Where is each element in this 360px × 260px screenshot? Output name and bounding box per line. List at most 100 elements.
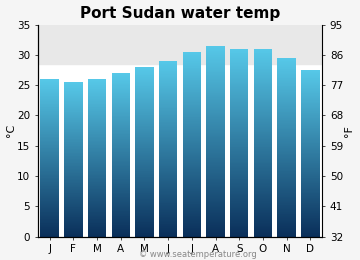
Bar (206, 208, 225, 209)
Bar (112, 211, 130, 212)
Bar (159, 231, 177, 232)
Bar (40, 155, 59, 156)
Bar (206, 88, 225, 89)
Bar (64, 134, 82, 135)
Bar (88, 118, 106, 119)
Bar (64, 165, 82, 166)
Bar (183, 92, 201, 93)
Bar (278, 69, 296, 70)
Bar (301, 173, 320, 174)
Bar (254, 70, 272, 71)
Bar (112, 103, 130, 104)
Bar (278, 112, 296, 113)
Bar (40, 210, 59, 211)
Bar (254, 174, 272, 175)
Bar (230, 124, 248, 125)
Bar (64, 204, 82, 205)
Bar (301, 147, 320, 148)
Bar (230, 100, 248, 101)
Bar (40, 133, 59, 134)
Bar (230, 56, 248, 57)
Bar (254, 197, 272, 198)
Bar (254, 171, 272, 172)
Bar (183, 153, 201, 154)
Bar (206, 228, 225, 229)
Bar (301, 133, 320, 134)
Bar (88, 178, 106, 179)
Bar (254, 99, 272, 100)
Bar (183, 220, 201, 221)
Bar (278, 135, 296, 136)
Bar (135, 219, 154, 220)
Bar (40, 82, 59, 83)
Bar (206, 233, 225, 234)
Bar (278, 122, 296, 123)
Bar (206, 135, 225, 136)
Bar (206, 187, 225, 188)
Bar (278, 140, 296, 141)
Bar (112, 101, 130, 102)
Bar (40, 145, 59, 146)
Bar (88, 209, 106, 210)
Bar (301, 107, 320, 108)
Bar (159, 169, 177, 170)
Bar (159, 221, 177, 222)
Bar (64, 219, 82, 220)
Bar (159, 144, 177, 145)
Bar (112, 179, 130, 180)
Bar (301, 185, 320, 186)
Bar (64, 212, 82, 213)
Bar (206, 110, 225, 111)
Bar (88, 107, 106, 108)
Bar (40, 131, 59, 132)
Bar (88, 213, 106, 214)
Bar (301, 194, 320, 195)
Bar (206, 162, 225, 163)
Bar (301, 213, 320, 214)
Bar (64, 224, 82, 225)
Bar (135, 128, 154, 129)
Bar (183, 188, 201, 189)
Bar (135, 222, 154, 223)
Bar (230, 207, 248, 208)
Bar (278, 178, 296, 179)
Bar (88, 143, 106, 144)
Bar (159, 186, 177, 187)
Bar (254, 75, 272, 76)
Bar (135, 92, 154, 93)
Bar (206, 87, 225, 88)
Bar (135, 136, 154, 138)
Bar (135, 132, 154, 133)
Bar (183, 210, 201, 211)
Bar (64, 127, 82, 128)
Bar (301, 115, 320, 116)
Bar (135, 185, 154, 186)
Bar (230, 178, 248, 179)
Bar (64, 235, 82, 236)
Bar (40, 221, 59, 222)
Bar (278, 113, 296, 114)
Bar (64, 233, 82, 234)
Bar (112, 202, 130, 203)
Bar (278, 97, 296, 98)
Bar (301, 231, 320, 232)
Bar (278, 156, 296, 157)
Bar (135, 226, 154, 227)
Bar (112, 233, 130, 234)
Bar (159, 157, 177, 158)
Bar (301, 119, 320, 120)
Bar (159, 218, 177, 219)
Bar (301, 148, 320, 149)
Bar (135, 122, 154, 123)
Bar (40, 170, 59, 171)
Bar (254, 127, 272, 128)
Bar (64, 226, 82, 227)
Bar (40, 93, 59, 94)
Bar (88, 150, 106, 151)
Bar (159, 187, 177, 188)
Bar (206, 222, 225, 223)
Bar (278, 109, 296, 110)
Bar (88, 204, 106, 205)
Bar (301, 70, 320, 71)
Bar (278, 128, 296, 129)
